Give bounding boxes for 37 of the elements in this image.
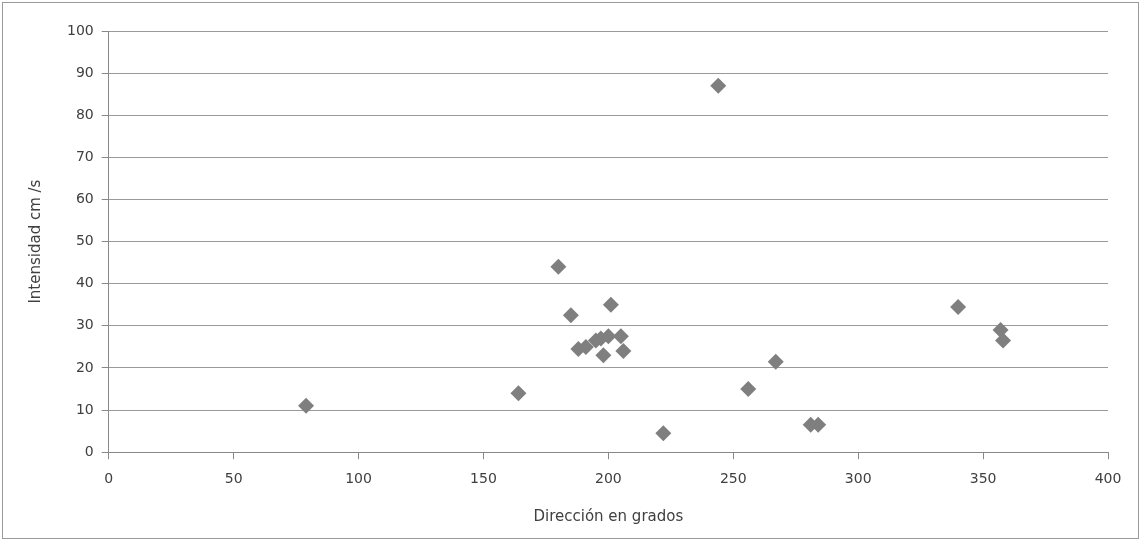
y-tick-label: 80 bbox=[75, 105, 94, 122]
point bbox=[298, 397, 315, 414]
y-tick-label: 100 bbox=[66, 21, 94, 38]
y-tick-label: 40 bbox=[75, 274, 94, 291]
x-tick-label: 0 bbox=[104, 470, 114, 487]
x-tick-label: 300 bbox=[844, 470, 872, 487]
y-tick-label: 10 bbox=[75, 400, 94, 417]
point bbox=[710, 77, 727, 94]
point bbox=[615, 343, 632, 360]
point bbox=[595, 347, 612, 364]
y-tick-label: 60 bbox=[75, 190, 94, 207]
x-tick-label: 200 bbox=[594, 470, 622, 487]
y-axis-title: Intensidad cm /s bbox=[25, 179, 44, 304]
point bbox=[612, 328, 629, 345]
point bbox=[655, 425, 672, 442]
x-tick-label: 100 bbox=[345, 470, 372, 487]
x-tick-label: 250 bbox=[719, 470, 747, 487]
point bbox=[767, 353, 784, 370]
y-tick-label: 20 bbox=[75, 358, 94, 375]
y-tick-label: 70 bbox=[75, 148, 94, 164]
point bbox=[950, 298, 967, 315]
point bbox=[995, 332, 1012, 349]
y-tick-label: 90 bbox=[75, 63, 94, 80]
y-tick-label: 0 bbox=[84, 442, 94, 459]
x-tick-label: 350 bbox=[969, 470, 997, 487]
point bbox=[740, 381, 757, 398]
y-tick-label: 50 bbox=[75, 232, 94, 249]
y-tick-label: 30 bbox=[75, 316, 94, 333]
x-tick-label: 400 bbox=[1094, 470, 1122, 487]
x-tick-label: 150 bbox=[470, 470, 497, 487]
point bbox=[992, 322, 1009, 339]
point bbox=[510, 385, 527, 402]
point bbox=[602, 296, 619, 313]
x-axis-title: Dirección en grados bbox=[533, 506, 684, 525]
x-tick-label: 50 bbox=[224, 470, 243, 487]
point bbox=[562, 307, 579, 324]
point bbox=[550, 258, 567, 275]
